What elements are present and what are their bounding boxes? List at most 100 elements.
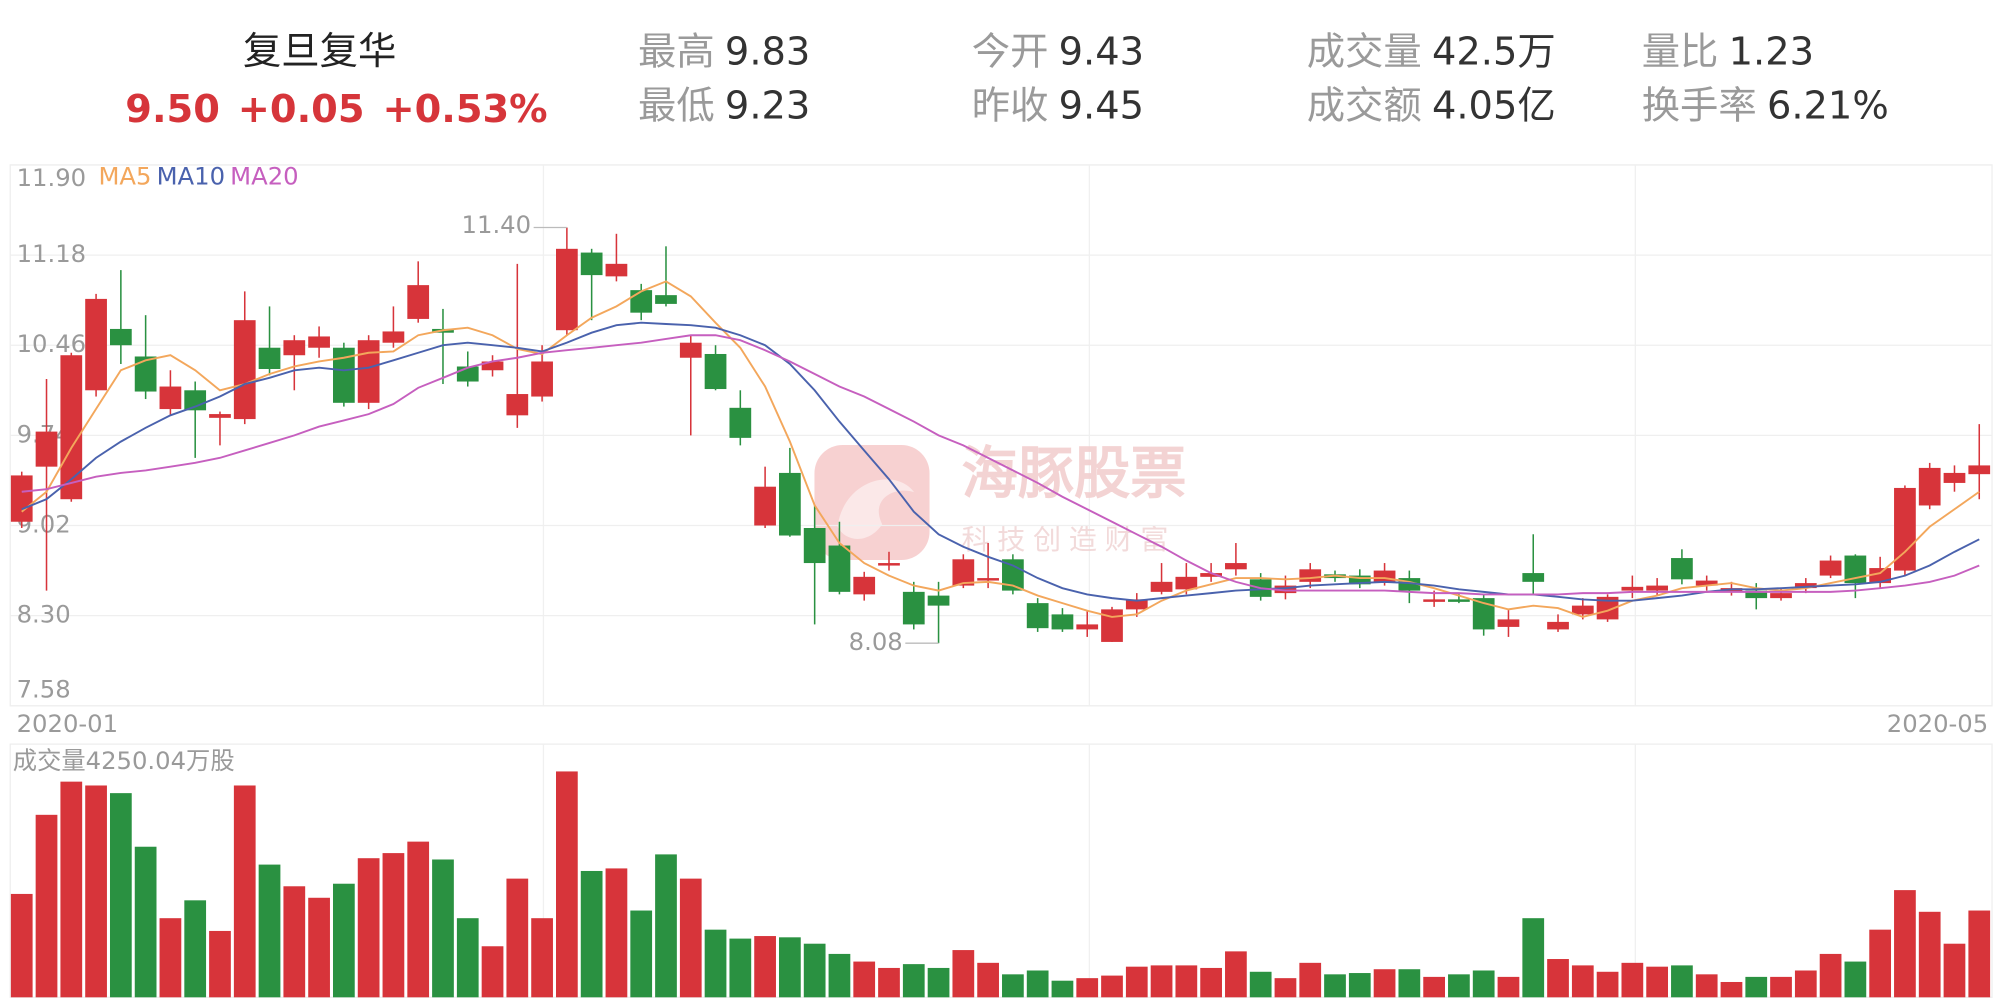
candle-body [382, 331, 405, 343]
ma-line [21, 334, 1980, 596]
volume-bar [85, 785, 107, 998]
stat-value: 4.05亿 [1432, 83, 1556, 128]
stat-label: 成交额 [1307, 83, 1422, 128]
candle-body [1596, 596, 1619, 620]
candle-body [1373, 570, 1396, 582]
stat-value: 9.43 [1059, 29, 1144, 74]
candle-body [630, 290, 653, 313]
candle-body [332, 347, 355, 403]
volume-bar [679, 878, 702, 998]
candle-body [1497, 619, 1520, 627]
watermark-logo-shape [837, 479, 915, 539]
watermark-title: 海豚股票 [962, 442, 1187, 507]
volume-bar [754, 936, 776, 998]
volume-bar [1398, 969, 1421, 998]
volume-bar [432, 859, 454, 998]
candle-body [407, 285, 430, 319]
volume-bar [1522, 918, 1545, 998]
candle-body [456, 366, 479, 382]
volume-bar [531, 918, 553, 998]
candle-body [85, 298, 107, 391]
watermark: 海豚股票 科技创造财富 [814, 442, 1187, 561]
volume-bar [1200, 967, 1222, 998]
candle-body [1026, 603, 1049, 629]
candle-body [209, 414, 231, 418]
candle-body [803, 528, 826, 564]
stat-value: 9.23 [725, 83, 810, 128]
volume-bar [1918, 911, 1941, 998]
stat: 成交量 42.5万 [1307, 29, 1556, 74]
candle-body [159, 386, 182, 410]
candle-body [1448, 599, 1470, 602]
candle-body [779, 472, 801, 536]
candle-body [1101, 609, 1123, 642]
volume-panel [9, 743, 1993, 998]
volume-bar [605, 868, 628, 998]
volume-bar [1844, 961, 1867, 998]
stat: 成交额 4.05亿 [1307, 83, 1556, 128]
volume-bar [184, 900, 207, 998]
volume-bar [10, 893, 33, 998]
change-pct: +0.53% [382, 87, 547, 132]
volume-bar [556, 771, 578, 998]
stat-value: 1.23 [1729, 29, 1814, 74]
volume-bar [580, 870, 603, 998]
candle-body [1150, 581, 1173, 592]
candle-body [1125, 599, 1148, 610]
candle-body [977, 578, 999, 581]
candle-body [134, 356, 157, 392]
volume-bar [1819, 953, 1842, 998]
min-label: 8.08 [849, 627, 903, 656]
candle-body [580, 252, 603, 276]
stat-label: 昨收 [972, 83, 1049, 128]
candle-body [1745, 590, 1768, 599]
volume-bar [1894, 890, 1916, 998]
volume-bar [357, 858, 380, 998]
ma-line [21, 321, 1980, 602]
legend-entry: MA5 [98, 162, 151, 191]
max-label: 11.40 [462, 210, 532, 239]
candle-body [1671, 558, 1693, 580]
candle-body [1547, 621, 1569, 630]
watermark-subtitle: 科技创造财富 [962, 523, 1177, 556]
x-tick-label: 2020-01 [17, 709, 118, 738]
volume-bar [1373, 969, 1396, 998]
volume-bar [134, 846, 157, 998]
volume-bar [1547, 959, 1569, 998]
legend-entry: MA20 [230, 162, 298, 191]
volume-bar [1423, 976, 1445, 998]
volume-bar [283, 886, 306, 998]
candle-body [1076, 624, 1099, 630]
volume-bar [1299, 962, 1322, 998]
candle-body [1175, 576, 1198, 590]
volume-bar [1646, 966, 1669, 998]
volume-bar [1274, 978, 1297, 998]
volume-bar [1968, 910, 1991, 998]
candle-body [1002, 559, 1024, 591]
candle-body [1051, 614, 1074, 630]
candle-body [828, 545, 851, 592]
volume-bar [1943, 943, 1966, 998]
volume-bar [853, 961, 876, 998]
candle-body [1894, 487, 1916, 571]
candle-body [729, 407, 752, 438]
y-tick-label: 11.18 [17, 239, 87, 268]
candle-body [1770, 593, 1792, 599]
candle-body [60, 355, 83, 500]
candle-body [1571, 605, 1594, 615]
stat: 最低 9.23 [638, 83, 810, 128]
volume-bar [456, 918, 479, 998]
candle-body [308, 336, 330, 348]
volume-bar [60, 781, 83, 998]
candle-body [35, 431, 58, 467]
volume-bar [1026, 970, 1049, 998]
candle-body [506, 394, 529, 416]
candle-body [902, 591, 925, 625]
stat-label: 成交量 [1307, 29, 1422, 74]
candle-body [754, 486, 776, 526]
volume-bar [159, 918, 182, 998]
stat-label: 换手率 [1642, 83, 1757, 128]
volume-bar [828, 953, 851, 998]
candle-body [952, 559, 975, 586]
